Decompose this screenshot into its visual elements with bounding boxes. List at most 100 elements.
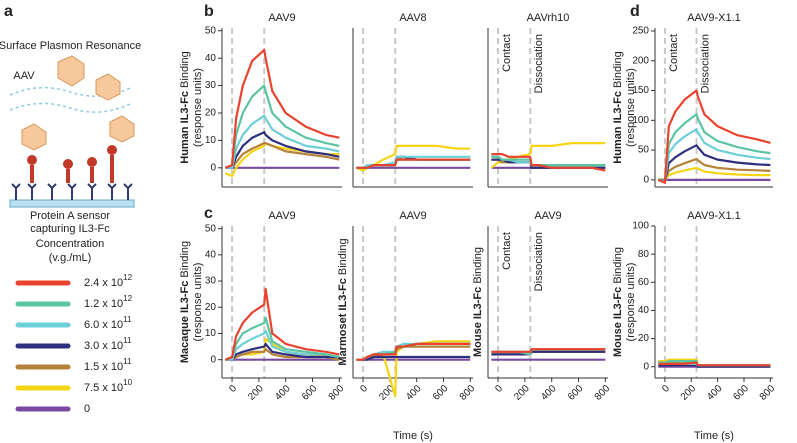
series-line: [225, 131, 340, 169]
annotation: Contact: [501, 232, 513, 270]
x-tick-label: 800: [327, 383, 347, 403]
y-tick-label: 50: [638, 145, 650, 156]
aav-icon: [57, 55, 85, 87]
series-line: [658, 144, 771, 182]
y-axis-label-bold: Mouse IL3-Fc: [612, 287, 624, 357]
y-tick-label: 200: [632, 55, 649, 66]
x-tick-label: 400: [273, 383, 293, 403]
x-tick-label: 200: [246, 383, 266, 403]
x-tick-label: 0: [493, 383, 505, 395]
y-tick-label: 80: [638, 249, 650, 260]
x-tick-label: 800: [758, 383, 778, 403]
panel-label: c: [204, 205, 213, 222]
y-tick-label: 30: [205, 80, 217, 91]
chart: AAV9 0 10 20 30 40 50 0 200 400 600 800 Macaque IL3-…: [179, 210, 347, 403]
series-line: [225, 329, 340, 361]
schematic-label: Protein A sensor: [30, 210, 110, 222]
y-axis-label-bold: Human IL3-Fc: [612, 91, 624, 164]
series-line: [356, 158, 471, 169]
x-tick-label: 600: [300, 383, 320, 403]
x-axis-label: Time (s): [694, 430, 734, 442]
series-line: [225, 342, 340, 361]
panel-label: a: [4, 3, 13, 20]
legend-exponent: 11: [123, 357, 132, 366]
legend-label: 2.4 x 1012: [84, 273, 133, 289]
chart: AAVrh10 Contact Dissociation: [487, 12, 608, 188]
y-axis-label-rest: Binding: [612, 247, 624, 287]
y-axis-label: Mouse IL3-Fc Binding: [612, 247, 624, 357]
y-axis-label: Mouse IL3-Fc Binding: [472, 247, 484, 357]
chart-title: AAV9: [268, 210, 295, 222]
legend-exponent: 10: [123, 378, 132, 387]
legend-label: 0: [84, 403, 90, 415]
series-line: [224, 287, 340, 361]
y-tick-label: 20: [205, 108, 217, 119]
x-tick-label: 800: [593, 383, 613, 403]
y-axis-label-bold: Macaque IL3-Fc: [179, 281, 191, 364]
chart: AAV9 0 10 20 30 40 50 Human IL3-Fc Binding (resp…: [179, 12, 342, 188]
legend-exponent: 12: [123, 273, 132, 282]
y-axis-label-rest: Binding: [179, 241, 191, 281]
chart: AAV9 Contact Dissociation 0 200 400 600 800 Mous…: [472, 210, 613, 403]
legend-text: 7.5 x 10: [84, 382, 123, 394]
x-tick-label: 400: [539, 383, 559, 403]
legend-exponent: 12: [123, 294, 132, 303]
legend-text: 1.5 x 10: [84, 361, 123, 373]
y-tick-label: 0: [643, 361, 649, 372]
series-line: [491, 155, 606, 167]
y-axis-label-rest: Binding: [179, 51, 191, 91]
series-line: [491, 155, 606, 167]
y-tick-label: 0: [210, 162, 216, 173]
panel-label: d: [630, 3, 640, 20]
series-line: [658, 166, 771, 181]
y-axis-label: (response units): [192, 263, 204, 342]
x-axis-label: Time (s): [393, 430, 433, 442]
sensor-surface: [9, 199, 135, 208]
series-line: [657, 89, 771, 184]
y-tick-label: 50: [205, 25, 217, 36]
annotation: Dissociation: [533, 232, 545, 291]
aav-icon: [21, 123, 47, 151]
series-line: [225, 114, 340, 169]
legend-label: 3.0 x 1011: [84, 336, 132, 352]
y-tick-label: 40: [638, 305, 650, 316]
chart-title: AAV9-X1.1: [687, 210, 741, 222]
x-tick-label: 600: [731, 383, 751, 403]
annotation: Contact: [501, 34, 513, 72]
y-axis-label-rest: Binding: [612, 51, 624, 91]
flow-arrow: [9, 102, 131, 113]
x-tick-label: 800: [458, 383, 478, 403]
annotation: Dissociation: [699, 34, 711, 93]
legend-exponent: 11: [123, 315, 132, 324]
series-line: [356, 342, 471, 361]
series-line: [658, 157, 771, 181]
series-line: [491, 348, 606, 353]
series-line: [224, 48, 340, 169]
x-tick-label: 0: [227, 383, 239, 395]
y-axis-label: (response units): [625, 68, 637, 147]
x-tick-label: 200: [679, 383, 699, 403]
y-axis-label-bold: Marmoset IL3-Fc: [337, 278, 349, 365]
legend-text: 0: [84, 403, 90, 415]
y-tick-label: 100: [632, 221, 649, 232]
y-tick-label: 0: [643, 174, 649, 185]
series-line: [491, 153, 606, 172]
y-axis-label: Marmoset IL3-Fc Binding: [337, 238, 349, 365]
legend-label: 1.2 x 1012: [84, 294, 133, 310]
y-axis-label: (response units): [625, 263, 637, 342]
series-line: [356, 355, 471, 361]
chart: AAV9-X1.1 0 20 40 60 80 100 0 200 400 600 800 Mouse …: [612, 210, 778, 442]
schematic: Surface Plasmon Resonance AAV Protein A …: [0, 40, 141, 235]
y-axis-label: Human IL3-Fc Binding: [612, 51, 624, 164]
x-tick-label: 0: [660, 383, 672, 395]
legend-text: 6.0 x 10: [84, 319, 123, 331]
schematic-label: AAV: [13, 70, 35, 82]
series-line: [224, 316, 340, 361]
aav-icon: [95, 73, 121, 101]
y-tick-label: 50: [205, 223, 217, 234]
y-tick-label: 100: [632, 115, 649, 126]
chart: AAV9-X1.1 Contact Dissociation 0 50 100 150 200…: [612, 12, 773, 188]
x-tick-label: 400: [404, 383, 424, 403]
